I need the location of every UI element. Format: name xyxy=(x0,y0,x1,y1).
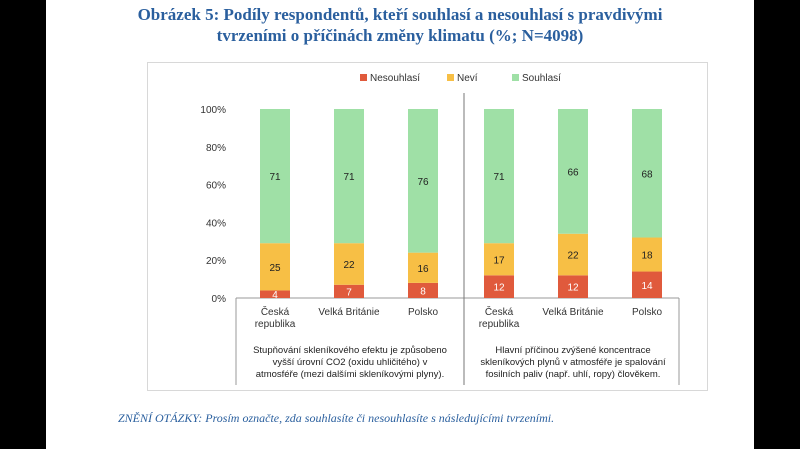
group-caption-line: atmosféře (mezi dalšími skleníkovými ply… xyxy=(256,369,444,380)
bar-segment-Nesouhlasí xyxy=(260,290,290,298)
data-label: 66 xyxy=(567,167,579,178)
data-label: 18 xyxy=(641,251,653,262)
data-label: 12 xyxy=(567,283,579,294)
legend-label-0: Nesouhlasí xyxy=(370,73,420,84)
data-label: 17 xyxy=(493,255,505,266)
document-page: Obrázek 5: Podíly respondentů, kteří sou… xyxy=(46,0,754,449)
bar-segment-Neví xyxy=(632,237,662,272)
bar-segment-Nesouhlasí xyxy=(558,275,588,298)
y-tick-label: 80% xyxy=(206,143,226,154)
legend-swatch-0 xyxy=(360,74,367,81)
legend-swatch-1 xyxy=(447,74,454,81)
bar-segment-Nesouhlasí xyxy=(632,271,662,298)
data-label: 76 xyxy=(417,177,429,188)
group-caption-line: fosilních paliv (např. uhlí, ropy) člově… xyxy=(486,369,661,380)
group-caption-line: skleníkových plynů v atmosféře je spalov… xyxy=(480,357,666,368)
category-label: Polsko xyxy=(408,307,438,318)
y-tick-label: 100% xyxy=(200,105,226,116)
chart-container: Nesouhlasí Neví Souhlasí 0% 20% 40% 60% 80% 100%… xyxy=(147,62,708,391)
category-label: republika xyxy=(255,319,296,330)
bar-segment-Nesouhlasí xyxy=(484,275,514,298)
figure-title-line-1: Obrázek 5: Podíly respondentů, kteří sou… xyxy=(137,5,663,24)
category-label: republika xyxy=(479,319,520,330)
group-caption-line: Stupňování skleníkového efektu je způsob… xyxy=(253,345,447,356)
figure-title: Obrázek 5: Podíly respondentů, kteří sou… xyxy=(46,4,754,46)
bar-segment-Nesouhlasí xyxy=(334,284,364,298)
bar-segment-Neví xyxy=(334,243,364,285)
data-label: 25 xyxy=(269,263,281,274)
bar-segment-Nesouhlasí xyxy=(408,282,438,298)
y-tick-label: 20% xyxy=(206,256,226,267)
figure-title-line-2: tvrzeními o příčinách změny klimatu (%; … xyxy=(216,26,584,45)
legend-label-2: Souhlasí xyxy=(522,73,561,84)
y-tick-label: 0% xyxy=(212,294,227,305)
bar-segment-Neví xyxy=(558,233,588,276)
group-caption-line: Hlavní příčinou zvýšené koncentrace xyxy=(495,345,650,356)
data-label: 4 xyxy=(272,290,278,301)
data-label: 7 xyxy=(346,287,352,298)
bar-segment-Souhlasí xyxy=(334,109,364,244)
bar-segment-Souhlasí xyxy=(632,109,662,238)
bar-segment-Neví xyxy=(484,243,514,276)
stacked-bar-chart: Nesouhlasí Neví Souhlasí 0% 20% 40% 60% 80% 100%… xyxy=(200,73,680,385)
data-label: 8 xyxy=(420,286,426,297)
data-label: 14 xyxy=(641,281,653,292)
question-note: ZNĚNÍ OTÁZKY: Prosím označte, zda souhla… xyxy=(118,411,555,425)
y-tick-label: 60% xyxy=(206,181,226,192)
category-label: Česká xyxy=(485,305,514,318)
data-label: 22 xyxy=(343,260,355,271)
y-tick-label: 40% xyxy=(206,218,226,229)
bar-segment-Souhlasí xyxy=(260,109,290,244)
category-label: Česká xyxy=(261,305,290,318)
bar-segment-Souhlasí xyxy=(408,109,438,253)
data-label: 68 xyxy=(641,169,653,180)
data-label: 22 xyxy=(567,251,579,262)
category-label: Velká Británie xyxy=(318,307,380,318)
category-label: Velká Británie xyxy=(542,307,604,318)
legend-label-1: Neví xyxy=(457,73,478,84)
bar-segment-Souhlasí xyxy=(558,109,588,234)
data-label: 71 xyxy=(269,172,281,183)
legend-swatch-2 xyxy=(512,74,519,81)
data-label: 71 xyxy=(343,172,355,183)
group-caption-line: vyšší úrovní CO2 (oxidu uhličitého) v xyxy=(273,357,428,368)
bar-segment-Souhlasí xyxy=(484,109,514,244)
bar-segment-Neví xyxy=(260,243,290,291)
data-label: 16 xyxy=(417,264,429,275)
bar-segment-Neví xyxy=(408,252,438,283)
data-label: 71 xyxy=(493,172,505,183)
category-label: Polsko xyxy=(632,307,662,318)
data-label: 12 xyxy=(493,283,505,294)
